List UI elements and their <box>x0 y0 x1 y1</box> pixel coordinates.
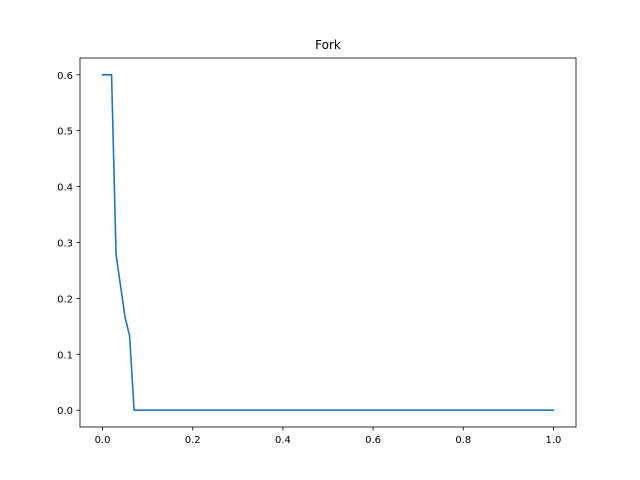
y-tick-label: 0.6 <box>57 71 73 82</box>
x-axis-ticks: 0.0 0.2 0.4 0.6 0.8 1.0 <box>95 427 562 446</box>
series-line <box>101 73 555 412</box>
y-tick-label: 0.0 <box>57 406 73 417</box>
x-tick-label: 0.0 <box>95 435 111 446</box>
y-tick-label: 0.3 <box>57 239 73 250</box>
y-tick-label: 0.2 <box>57 294 73 305</box>
y-tick-label: 0.5 <box>57 127 73 138</box>
plot-frame <box>79 57 577 428</box>
x-tick-label: 1.0 <box>546 435 562 446</box>
x-tick-label: 0.6 <box>365 435 381 446</box>
x-tick-label: 0.8 <box>455 435 471 446</box>
x-tick-label: 0.4 <box>275 435 291 446</box>
y-axis-ticks: 0.0 0.1 0.2 0.3 0.4 0.5 0.6 <box>57 71 80 417</box>
x-tick-label: 0.2 <box>185 435 201 446</box>
chart-title: Fork <box>315 38 341 52</box>
y-tick-label: 0.4 <box>57 183 73 194</box>
y-tick-label: 0.1 <box>57 350 73 361</box>
series-layer <box>101 73 555 412</box>
